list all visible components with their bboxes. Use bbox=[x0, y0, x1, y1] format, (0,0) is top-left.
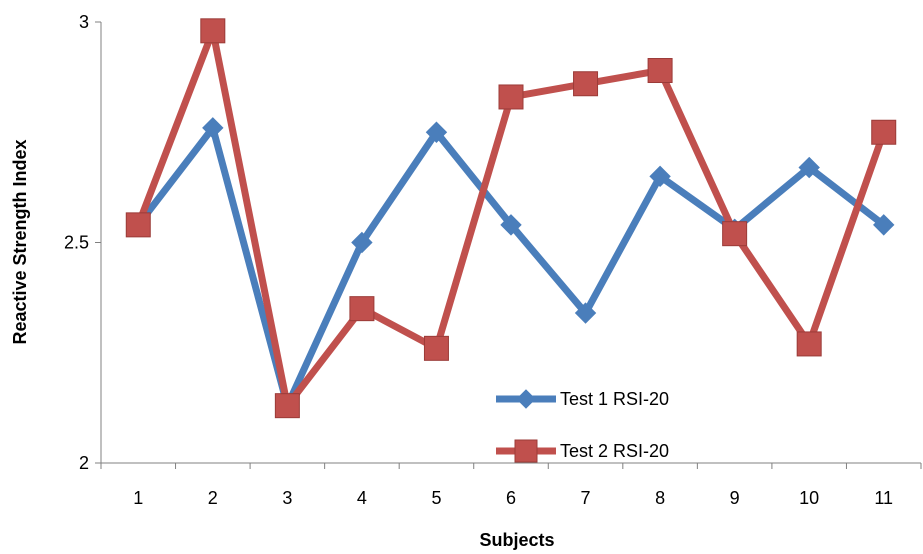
y-axis-title: Reactive Strength Index bbox=[10, 139, 30, 344]
legend-entry: Test 1 RSI-20 bbox=[496, 389, 669, 409]
data-point bbox=[798, 156, 820, 179]
data-point bbox=[500, 214, 522, 236]
x-tick-label: 1 bbox=[133, 488, 143, 508]
x-tick-label: 6 bbox=[506, 488, 516, 508]
series-1 bbox=[127, 117, 895, 417]
data-point bbox=[202, 117, 224, 139]
data-point bbox=[349, 296, 375, 322]
data-point bbox=[425, 121, 448, 143]
legend-label: Test 1 RSI-20 bbox=[560, 389, 669, 409]
y-tick-label: 2.5 bbox=[64, 233, 89, 253]
series-2 bbox=[125, 18, 897, 419]
x-tick-label: 3 bbox=[282, 488, 292, 508]
y-tick-label: 2 bbox=[79, 453, 89, 473]
x-tick-label: 11 bbox=[874, 488, 893, 508]
legend: Test 1 RSI-20 Test 2 RSI-20 bbox=[496, 389, 669, 463]
x-tick-label: 10 bbox=[799, 488, 819, 508]
x-ticks: 1 2 3 4 5 6 7 8 9 10 11 bbox=[100, 463, 922, 508]
data-point bbox=[722, 221, 748, 247]
x-tick-label: 2 bbox=[208, 488, 218, 508]
data-point bbox=[649, 165, 671, 188]
x-tick-label: 8 bbox=[655, 488, 665, 508]
legend-label: Test 2 RSI-20 bbox=[560, 441, 669, 461]
data-point bbox=[351, 231, 373, 254]
legend-marker bbox=[516, 389, 536, 409]
data-point bbox=[125, 212, 151, 238]
legend-marker bbox=[514, 439, 538, 463]
data-point bbox=[498, 84, 524, 110]
series-line bbox=[135, 124, 886, 410]
x-tick-label: 5 bbox=[431, 488, 441, 508]
data-point bbox=[871, 119, 897, 145]
x-tick-label: 9 bbox=[730, 488, 740, 508]
x-tick-label: 7 bbox=[581, 488, 591, 508]
x-axis-title: Subjects bbox=[479, 530, 554, 550]
data-point bbox=[796, 331, 822, 357]
data-point bbox=[873, 214, 895, 236]
legend-entry: Test 2 RSI-20 bbox=[496, 439, 669, 463]
y-ticks: 22.53 bbox=[64, 12, 101, 473]
y-tick-label: 3 bbox=[79, 12, 89, 32]
data-point bbox=[274, 393, 300, 419]
data-point bbox=[647, 58, 673, 84]
data-point bbox=[200, 18, 226, 44]
series-layer bbox=[125, 18, 897, 419]
data-point bbox=[423, 335, 449, 361]
x-tick-label: 4 bbox=[357, 488, 367, 508]
data-point bbox=[573, 71, 599, 97]
data-point bbox=[574, 302, 597, 324]
